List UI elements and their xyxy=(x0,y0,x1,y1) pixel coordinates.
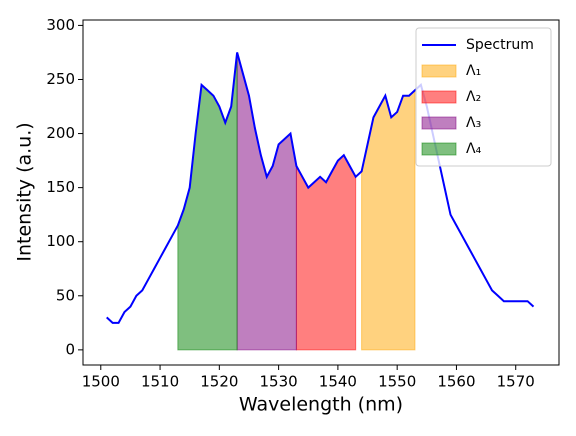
legend-patch xyxy=(421,116,457,130)
legend-label: Λ₄ xyxy=(466,141,482,157)
x-tick-label: 1560 xyxy=(437,373,475,391)
region-fill xyxy=(295,154,357,351)
x-axis-label: Wavelength (nm) xyxy=(239,394,403,416)
y-tick-label: 100 xyxy=(46,232,75,250)
legend-patch xyxy=(421,64,457,78)
plot-frame xyxy=(82,19,560,366)
y-tick-label: 300 xyxy=(46,16,75,34)
legend-patch xyxy=(421,90,457,104)
y-tick-label: 150 xyxy=(46,178,75,196)
legend-label: Λ₁ xyxy=(466,63,481,79)
y-axis-label: Intensity (a.u.) xyxy=(14,122,36,261)
legend-label: Λ₃ xyxy=(466,115,481,131)
region-fill xyxy=(236,52,297,351)
x-tick-label: 1530 xyxy=(260,373,298,391)
x-tick-label: 1570 xyxy=(497,373,535,391)
x-tick-label: 1540 xyxy=(319,373,357,391)
legend-label: Spectrum xyxy=(466,37,534,53)
x-tick-label: 1510 xyxy=(141,373,179,391)
legend-label: Λ₂ xyxy=(466,89,481,105)
x-tick-label: 1500 xyxy=(82,373,120,391)
legend-frame xyxy=(415,27,552,167)
y-tick-label: 200 xyxy=(46,124,75,142)
y-tick-label: 0 xyxy=(65,340,75,358)
x-tick-label: 1550 xyxy=(378,373,416,391)
legend-patch xyxy=(421,142,457,156)
x-tick-label: 1520 xyxy=(200,373,238,391)
region-fill xyxy=(361,89,416,351)
spectrum-line xyxy=(106,52,535,324)
y-tick-label: 50 xyxy=(56,286,75,304)
y-tick-label: 250 xyxy=(46,70,75,88)
